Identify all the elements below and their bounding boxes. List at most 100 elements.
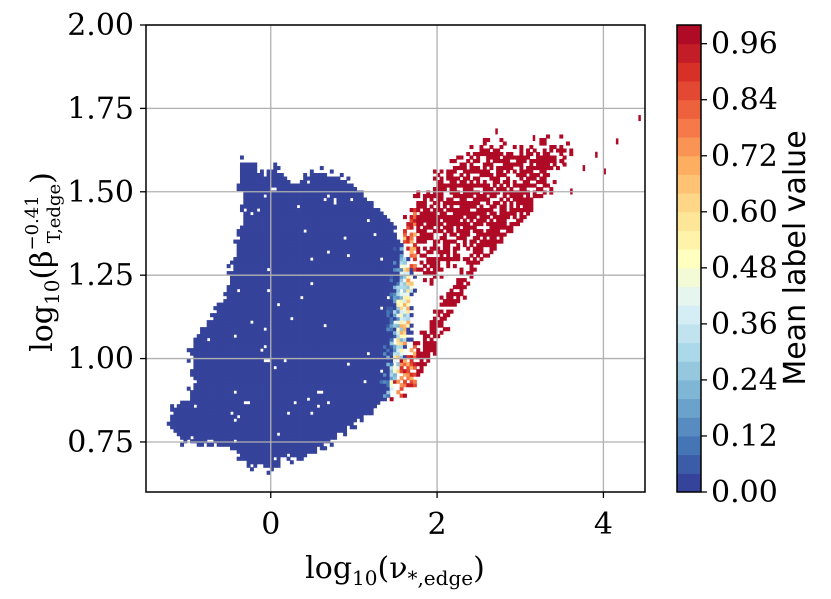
heatmap-cell: [419, 218, 424, 223]
heatmap-cell: [256, 323, 261, 328]
heatmap-cell: [263, 446, 268, 451]
heatmap-cell: [336, 190, 341, 195]
heatmap-cell: [249, 428, 254, 433]
heatmap-cell: [326, 253, 331, 258]
heatmap-cell: [429, 250, 434, 255]
heatmap-cell: [230, 278, 234, 283]
heatmap-cell: [479, 250, 484, 255]
heatmap-cell: [496, 148, 501, 153]
heatmap-cell: [296, 278, 301, 283]
heatmap-cell: [436, 201, 441, 206]
heatmap-cell: [293, 197, 298, 202]
heatmap-cell: [323, 344, 328, 349]
heatmap-cell: [286, 190, 291, 195]
heatmap-cell: [269, 243, 274, 248]
heatmap-cell: [266, 197, 271, 202]
heatmap-cell: [230, 295, 234, 300]
heatmap-cell: [376, 271, 381, 276]
heatmap-cell: [253, 208, 258, 213]
heatmap-cell: [356, 302, 361, 307]
heatmap-cell: [299, 278, 304, 283]
heatmap-cell: [386, 344, 391, 349]
heatmap-cell: [422, 278, 427, 283]
heatmap-cell: [459, 197, 464, 202]
heatmap-cell: [273, 400, 278, 405]
heatmap-cell: [452, 187, 457, 192]
heatmap-cell: [173, 421, 178, 426]
heatmap-cell: [263, 239, 268, 244]
heatmap-cell: [286, 449, 291, 454]
heatmap-cell: [452, 211, 457, 216]
heatmap-cell: [203, 404, 208, 409]
heatmap-cell: [383, 243, 387, 248]
heatmap-cell: [329, 400, 334, 405]
heatmap-cell: [376, 320, 381, 325]
heatmap-cell: [396, 288, 401, 293]
heatmap-cell: [343, 194, 348, 199]
heatmap-cell: [226, 386, 231, 391]
heatmap-cell: [286, 309, 291, 314]
heatmap-cell: [210, 341, 214, 346]
heatmap-cell: [389, 327, 394, 332]
heatmap-cell: [323, 246, 328, 251]
heatmap-cell: [266, 390, 271, 395]
heatmap-cell: [353, 285, 358, 290]
heatmap-cell: [316, 400, 321, 405]
heatmap-cell: [323, 397, 328, 402]
heatmap-cell: [196, 393, 201, 398]
heatmap-cell: [216, 386, 221, 391]
heatmap-cell: [236, 299, 241, 304]
heatmap-cell: [303, 204, 308, 209]
heatmap-cell: [359, 348, 364, 353]
heatmap-cell: [296, 330, 301, 335]
heatmap-cell: [406, 239, 411, 244]
heatmap-cell: [200, 400, 204, 405]
heatmap-cell: [293, 285, 298, 290]
heatmap-cell: [246, 306, 251, 311]
heatmap-cell: [233, 372, 238, 377]
heatmap-cell: [472, 201, 477, 206]
heatmap-cell: [396, 292, 401, 297]
heatmap-cell: [299, 397, 304, 402]
heatmap-cell: [333, 222, 338, 227]
heatmap-cell: [333, 183, 338, 188]
heatmap-cell: [336, 418, 341, 423]
heatmap-cell: [402, 323, 407, 328]
heatmap-cell: [296, 414, 301, 419]
heatmap-cell: [259, 330, 264, 335]
heatmap-cell: [223, 309, 228, 314]
heatmap-cell: [306, 260, 311, 265]
heatmap-cell: [343, 341, 348, 346]
heatmap-cell: [256, 341, 261, 346]
heatmap-cell: [213, 330, 218, 335]
heatmap-cell: [296, 313, 301, 318]
heatmap-cell: [263, 442, 268, 447]
heatmap-cell: [379, 299, 384, 304]
heatmap-cell: [220, 313, 224, 318]
heatmap-cell: [492, 204, 497, 209]
heatmap-cell: [326, 344, 331, 349]
heatmap-cell: [329, 236, 334, 241]
heatmap-cell: [356, 383, 361, 388]
heatmap-cell: [289, 267, 294, 272]
heatmap-cell: [456, 222, 461, 227]
heatmap-cell: [286, 218, 291, 223]
heatmap-cell: [346, 386, 351, 391]
heatmap-cell: [289, 197, 294, 202]
heatmap-cell: [366, 250, 371, 255]
heatmap-cell: [436, 194, 441, 199]
heatmap-cell: [369, 411, 374, 416]
heatmap-cell: [289, 225, 294, 230]
heatmap-cell: [316, 355, 321, 360]
heatmap-cell: [263, 425, 268, 430]
heatmap-cell: [289, 211, 294, 216]
heatmap-cell: [190, 425, 195, 430]
heatmap-cell: [472, 225, 477, 230]
heatmap-cell: [223, 316, 228, 321]
heatmap-cell: [203, 369, 208, 374]
heatmap-cell: [306, 439, 311, 444]
heatmap-cell: [193, 365, 198, 370]
heatmap-cell: [399, 358, 404, 363]
heatmap-cell: [269, 295, 274, 300]
heatmap-cell: [213, 313, 218, 318]
